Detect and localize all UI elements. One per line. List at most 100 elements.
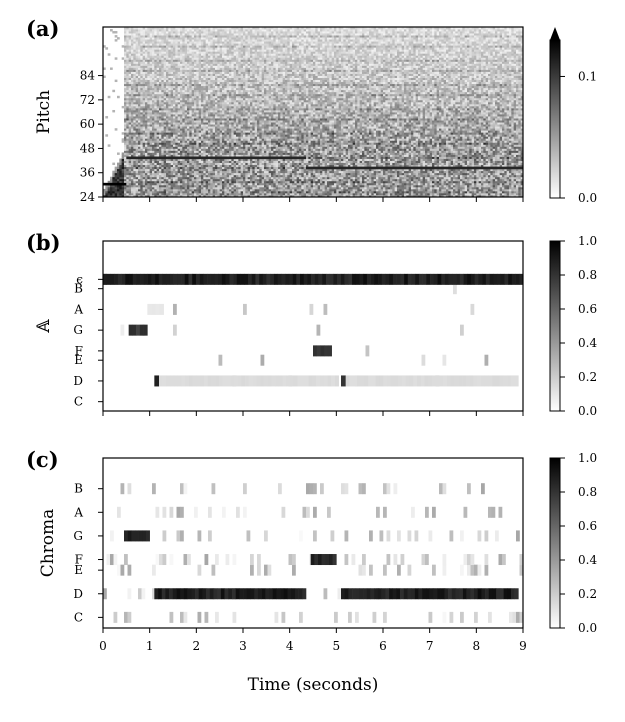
spectrogram-cell [147, 130, 151, 133]
spectrogram-cell [119, 170, 123, 174]
spectrogram-cell [131, 138, 134, 141]
spectrogram-cell [173, 172, 176, 176]
spectrogram-cell [114, 184, 118, 188]
spectrogram-cell [187, 63, 190, 66]
spectrogram-cell [196, 99, 200, 103]
spectrogram-cell [140, 85, 144, 89]
spectrogram-cell [182, 105, 186, 109]
spectrogram-cell [175, 67, 179, 70]
spectrogram-cell [180, 154, 183, 157]
spectrogram-cell [194, 126, 197, 129]
spectrogram-cell [189, 118, 193, 121]
spectrogram-cell [166, 81, 169, 85]
spectrogram-cell [117, 176, 120, 180]
spectrogram-cell [170, 124, 174, 127]
spectrogram-cell [154, 29, 158, 32]
spectrogram-cell [112, 89, 116, 93]
spectrogram-cell [110, 184, 113, 188]
spectrogram-cell [133, 154, 137, 157]
spectrogram-cell [168, 166, 172, 170]
spectrogram-cell [173, 27, 176, 30]
spectrogram-cell [168, 95, 172, 99]
spectrogram-cell [194, 174, 197, 178]
spectrogram-cell [175, 194, 179, 198]
spectrogram-cell [175, 87, 179, 91]
spectrogram-cell [133, 114, 137, 117]
spectrogram-cell [149, 162, 153, 166]
spectrogram-cell [154, 124, 158, 127]
spectrogram-cell [131, 35, 134, 38]
spectrogram-cell [166, 79, 169, 83]
spectrogram-cell [194, 107, 197, 111]
spectrogram-cell [201, 53, 204, 56]
spectrogram-cell [189, 166, 193, 170]
spectrogram-cell [126, 49, 130, 52]
spectrogram-cell [184, 71, 188, 74]
spectrogram-cell [142, 138, 146, 141]
spectrogram-cell [201, 188, 204, 192]
spectrogram-cell [140, 31, 144, 34]
spectrogram-cell [191, 188, 195, 192]
spectrogram-cell [147, 148, 151, 151]
spectrogram-cell [126, 120, 130, 123]
spectrogram-cell [194, 61, 197, 64]
spectrogram-cell [124, 45, 127, 48]
spectrogram-cell [140, 188, 144, 192]
spectrogram-cell [156, 146, 160, 149]
spectrogram-cell [189, 194, 193, 198]
spectrogram-cell [177, 103, 181, 107]
spectrogram-cell [154, 89, 158, 93]
spectrogram-cell [142, 118, 146, 121]
spectrogram-cell [135, 91, 139, 95]
spectrogram-cell [170, 112, 174, 115]
spectrogram-cell [124, 69, 127, 72]
spectrogram-cell [154, 55, 158, 58]
spectrogram-cell [131, 114, 134, 117]
spectrogram-cell [166, 45, 169, 48]
spectrogram-cell [124, 154, 127, 157]
spectrogram-cell [142, 114, 146, 117]
spectrogram-cell [161, 112, 165, 115]
spectrogram-cell [173, 57, 176, 60]
spectrogram-cell [131, 29, 134, 32]
spectrogram-cell [156, 59, 160, 62]
spectrogram-cell [170, 83, 174, 87]
spectrogram-cell [187, 45, 190, 48]
spectrogram-cell [138, 81, 141, 85]
spectrogram-cell [166, 154, 169, 157]
spectrogram-cell [168, 39, 172, 42]
spectrogram-cell [147, 160, 151, 163]
spectrogram-cell [131, 166, 134, 170]
spectrogram-cell [131, 83, 134, 87]
spectrogram-cell [152, 101, 155, 105]
spectrogram-cell [191, 148, 195, 151]
spectrogram-cell [196, 53, 200, 56]
spectrogram-cell [173, 152, 176, 155]
spectrogram-cell [133, 59, 137, 62]
spectrogram-cell [175, 178, 179, 182]
spectrogram-cell [163, 91, 167, 95]
spectrogram-cell [142, 73, 146, 76]
spectrogram-cell [145, 31, 148, 34]
spectrogram-cell [191, 45, 195, 48]
spectrogram-cell [154, 93, 158, 97]
spectrogram-cell [140, 186, 144, 190]
spectrogram-cell [189, 182, 193, 186]
spectrogram-cell [138, 65, 141, 68]
spectrogram-cell [177, 97, 181, 101]
spectrogram-cell [126, 47, 130, 50]
spectrogram-cell [131, 174, 134, 178]
spectrogram-cell [156, 33, 160, 36]
spectrogram-cell [152, 166, 155, 170]
spectrogram-cell [198, 166, 202, 170]
spectrogram-cell [128, 122, 132, 125]
spectrogram-cell [198, 168, 202, 172]
spectrogram-cell [154, 176, 158, 180]
spectrogram-cell [177, 136, 181, 139]
spectrogram-cell [142, 174, 146, 178]
spectrogram-cell [184, 172, 188, 176]
spectrogram-cell [149, 41, 153, 44]
spectrogram-cell [131, 142, 134, 145]
spectrogram-cell [191, 184, 195, 188]
spectrogram-cell [133, 184, 137, 188]
